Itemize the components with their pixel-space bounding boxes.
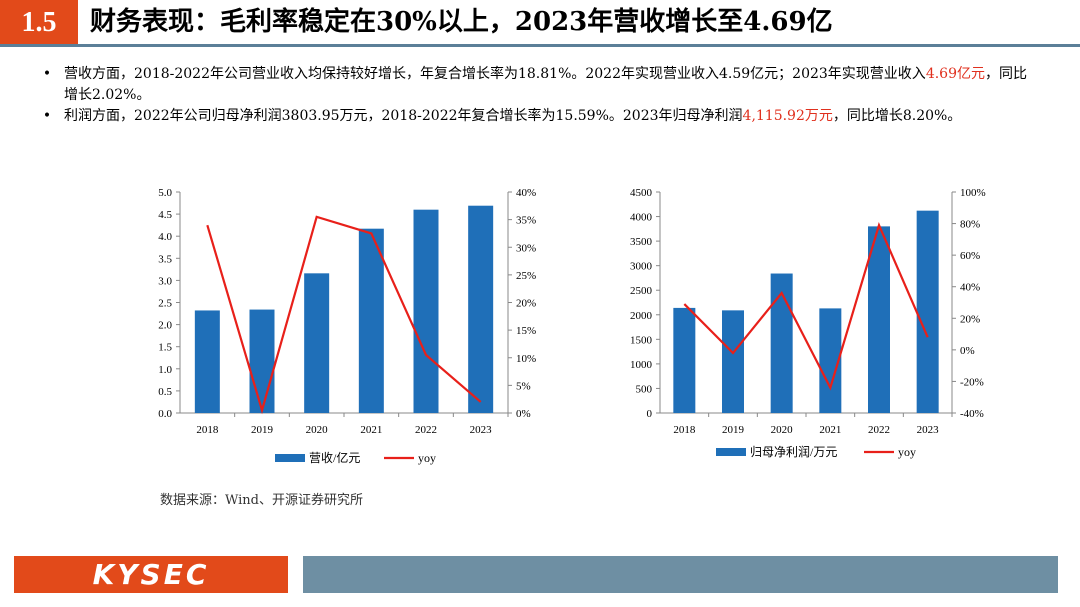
left-tick-label: 3.0	[158, 275, 172, 287]
left-tick-label: 1.0	[158, 364, 172, 376]
left-tick-label: 0	[647, 408, 653, 420]
right-tick-label: 35%	[516, 215, 536, 227]
right-tick-label: 15%	[516, 325, 536, 337]
bar	[413, 209, 439, 413]
x-tick-label: 2023	[917, 424, 940, 436]
x-tick-label: 2020	[771, 424, 794, 436]
bullet-text-part: ，同比增长8.20%。	[832, 108, 962, 124]
bullet-profit: • 利润方面，2022年公司归母净利润3803.95万元，2018-2022年复…	[40, 106, 1040, 127]
legend-line-label: yoy	[898, 445, 916, 459]
left-tick-label: 5.0	[158, 187, 172, 199]
legend-line-label: yoy	[418, 451, 436, 465]
left-tick-label: 2.5	[158, 298, 172, 310]
x-tick-label: 2021	[819, 424, 841, 436]
legend-bar-swatch	[716, 448, 746, 456]
revenue-chart-svg: 0.0 0.5 1.0 1.5 2.0 2.5 3.0 3.5 4.0 4.5 5.0 0% 5% 10%…	[158, 187, 536, 465]
left-tick-label: 4.0	[158, 231, 172, 243]
left-tick-label: 1.5	[158, 342, 172, 354]
right-tick-label: -40%	[960, 408, 984, 420]
bar	[358, 228, 384, 413]
x-tick-label: 2019	[722, 424, 745, 436]
bar	[673, 307, 696, 413]
right-tick-label: 40%	[960, 282, 980, 294]
bullet-text-part: ，同比增长2.02%。	[64, 66, 1027, 103]
right-tick-label: 10%	[516, 353, 536, 365]
yoy-line	[206, 215, 482, 415]
bar	[770, 273, 793, 413]
right-tick-label: 20%	[960, 313, 980, 325]
footer-bar	[303, 556, 1058, 593]
x-tick-label: 2019	[251, 424, 274, 436]
bar	[868, 226, 890, 413]
right-tick-label: 25%	[516, 270, 536, 282]
page-title: 财务表现：毛利率稳定在30%以上，2023年营收增长至4.69亿	[90, 7, 833, 37]
bar	[468, 205, 494, 413]
left-tick-label: 500	[636, 383, 653, 395]
bar	[304, 273, 330, 413]
bullet-dot-icon: •	[42, 66, 52, 82]
right-tick-label: 0%	[516, 408, 531, 420]
bullet-revenue: • 营收方面，2018-2022年公司营业收入均保持较好增长，年复合增长率为18…	[40, 64, 1040, 106]
bullet-highlight: 4,115.92万元	[742, 108, 833, 124]
left-tick-label: 3.5	[158, 253, 172, 265]
bullet-list: • 营收方面，2018-2022年公司营业收入均保持较好增长，年复合增长率为18…	[40, 64, 1040, 127]
yoy-line	[683, 221, 929, 391]
bar	[722, 310, 744, 413]
legend-bar-label: 归母净利润/万元	[750, 445, 837, 459]
x-tick-label: 2022	[415, 424, 437, 436]
bar	[916, 210, 939, 413]
left-tick-label: 3000	[630, 261, 653, 273]
left-tick-label: 4.5	[158, 209, 172, 221]
bullet-dot-icon: •	[42, 108, 52, 124]
x-tick-label: 2021	[360, 424, 382, 436]
right-tick-label: 100%	[960, 187, 986, 199]
bar	[194, 310, 220, 413]
left-tick-label: 3500	[630, 236, 653, 248]
x-tick-label: 2023	[470, 424, 493, 436]
right-tick-label: 0%	[960, 345, 975, 357]
left-tick-label: 1500	[630, 334, 653, 346]
x-tick-label: 2020	[306, 424, 329, 436]
bar	[249, 309, 275, 413]
bullet-text-part: 营收方面，2018-2022年公司营业收入均保持较好增长，年复合增长率为18.8…	[64, 66, 926, 82]
left-tick-label: 4000	[630, 212, 653, 224]
right-tick-label: 20%	[516, 298, 536, 310]
kysec-logo: KYSEC	[14, 556, 288, 593]
profit-chart: 0 500 1000 1500 2000 2500 3000 3500 4000 4500 -40%…	[590, 180, 1050, 484]
bullet-highlight: 4.69亿元	[925, 66, 985, 82]
x-tick-label: 2018	[673, 424, 696, 436]
right-tick-label: 5%	[516, 380, 531, 392]
right-tick-label: 60%	[960, 250, 980, 262]
revenue-chart: 0.0 0.5 1.0 1.5 2.0 2.5 3.0 3.5 4.0 4.5 5.0 0% 5% 10%…	[120, 180, 540, 484]
right-tick-label: 80%	[960, 219, 980, 231]
section-number: 1.5	[0, 0, 78, 45]
title-divider	[0, 44, 1080, 47]
right-tick-label: 40%	[516, 187, 536, 199]
left-tick-label: 0.5	[158, 386, 172, 398]
bullet-text-part: 利润方面，2022年公司归母净利润3803.95万元，2018-2022年复合增…	[64, 108, 743, 124]
profit-chart-svg: 0 500 1000 1500 2000 2500 3000 3500 4000 4500 -40%…	[630, 187, 986, 459]
x-tick-label: 2022	[868, 424, 890, 436]
right-tick-label: -20%	[960, 376, 984, 388]
bar	[819, 308, 842, 413]
left-tick-label: 4500	[630, 187, 653, 199]
legend-bar-swatch	[275, 454, 305, 462]
right-tick-label: 30%	[516, 242, 536, 254]
left-tick-label: 2.0	[158, 320, 172, 332]
left-tick-label: 2500	[630, 285, 653, 297]
left-tick-label: 2000	[630, 310, 653, 322]
x-tick-label: 2018	[196, 424, 219, 436]
legend-bar-label: 营收/亿元	[309, 450, 360, 465]
left-tick-label: 0.0	[158, 408, 172, 420]
source-note: 数据来源：Wind、开源证券研究所	[160, 493, 363, 508]
left-tick-label: 1000	[630, 359, 653, 371]
